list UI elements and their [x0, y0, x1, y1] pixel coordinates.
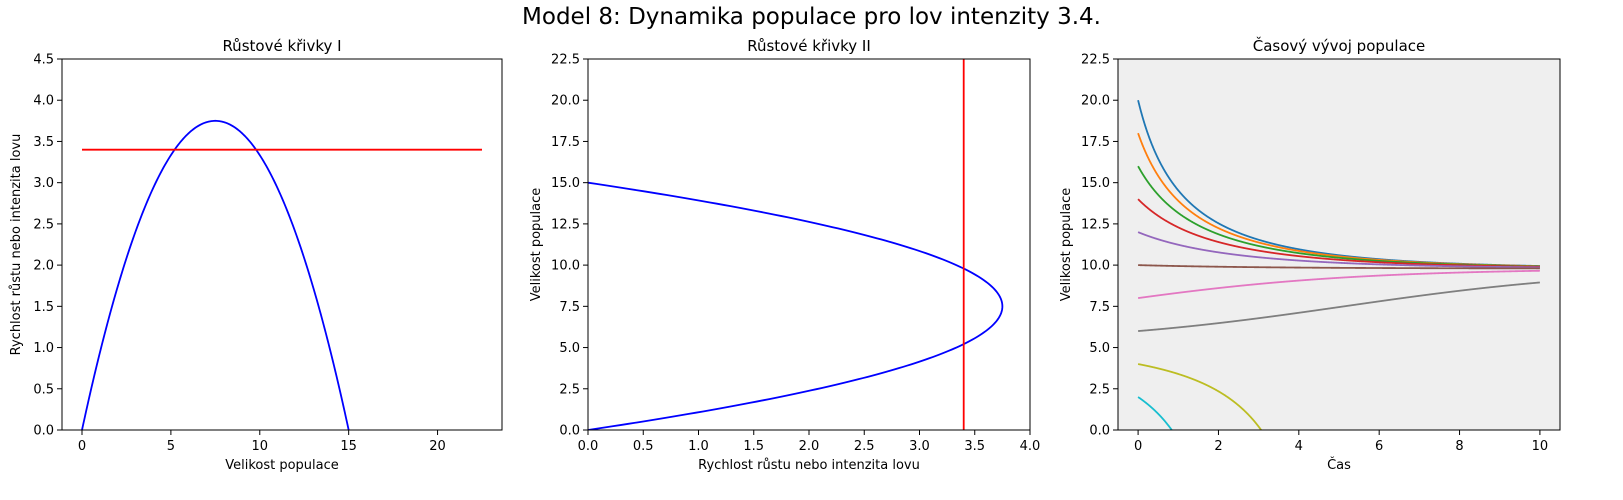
y-tick-label: 2.5: [33, 217, 54, 232]
x-tick-label: 2: [1214, 439, 1222, 454]
y-tick-label: 17.5: [551, 135, 580, 150]
growth-curve: [588, 181, 1004, 430]
x-tick-label: 2.5: [854, 439, 875, 454]
x-tick-label: 8: [1455, 439, 1463, 454]
chart-title: Růstové křivky I: [222, 37, 341, 55]
y-axis-label: Velikost populace: [1059, 188, 1074, 302]
series-group: [588, 59, 1004, 430]
x-tick-label: 0.5: [633, 439, 654, 454]
series-group: [81, 119, 482, 430]
x-tick-label: 1.0: [688, 439, 709, 454]
chart-title: Růstové křivky II: [747, 37, 871, 55]
y-tick-label: 12.5: [1081, 217, 1110, 232]
x-tick-label: 0.0: [578, 439, 599, 454]
y-axis-label: Rychlost růstu nebo intenzita lovu: [9, 134, 24, 356]
y-tick-label: 10.0: [1081, 259, 1110, 274]
x-axis-label: Rychlost růstu nebo intenzita lovu: [698, 458, 920, 473]
x-tick-label: 4.0: [1020, 439, 1041, 454]
axes-frame: [61, 58, 503, 431]
y-tick-label: 4.0: [33, 94, 54, 109]
y-axis-label: Velikost populace: [529, 188, 544, 302]
y-tick-label: 2.5: [1089, 382, 1110, 397]
y-tick-label: 22.5: [1081, 53, 1110, 68]
x-tick-label: 3.5: [964, 439, 985, 454]
x-tick-label: 20: [429, 439, 446, 454]
chart-title: Časový vývoj populace: [1253, 36, 1426, 55]
chart-panel-3: 0 2 4 6 8 10 0.0 2.5 5.0 7.5 10.0 12.5 15.0 17.5 20.0 2…: [1059, 36, 1561, 473]
x-tick-label: 5: [167, 439, 175, 454]
y-tick-label: 15.0: [1081, 176, 1110, 191]
chart-panel-2: 0.0 0.5 1.0 1.5 2.0 2.5 3.0 3.5 4.0 0.0 2.5 5.0 7.5 1…: [529, 37, 1040, 473]
series-group: [1137, 100, 1541, 430]
plot-area: [1118, 59, 1560, 430]
y-tick-label: 22.5: [551, 53, 580, 68]
trajectory-y0-2: [1137, 396, 1173, 430]
y-tick-label: 3.5: [33, 135, 54, 150]
plot-area: [588, 59, 1030, 430]
y-tick-label: 20.0: [551, 94, 580, 109]
trajectory-y0-12: [1137, 231, 1541, 269]
x-tick-label: 2.0: [799, 439, 820, 454]
trajectory-y0-10: [1137, 264, 1541, 270]
x-tick-label: 6: [1375, 439, 1383, 454]
y-tick-label: 3.0: [33, 176, 54, 191]
axes-frame: [1117, 58, 1561, 431]
y-tick-label: 10.0: [551, 259, 580, 274]
y-tick-label: 0.5: [33, 382, 54, 397]
chart-panel-1: 0 5 10 15 20 0.0 0.5 1.0 1.5 2.0 2.5 3.0 3.5 4.0 4.5 Rů…: [9, 37, 503, 473]
y-tick-label: 20.0: [1081, 94, 1110, 109]
x-tick-label: 10: [1532, 439, 1549, 454]
y-tick-label: 12.5: [551, 217, 580, 232]
y-tick-label: 0.0: [559, 424, 580, 439]
x-tick-label: 4: [1295, 439, 1303, 454]
y-tick-label: 2.5: [559, 382, 580, 397]
trajectory-y0-8: [1137, 269, 1541, 299]
x-tick-label: 0: [78, 439, 86, 454]
plot-area: [62, 59, 502, 430]
y-tick-label: 7.5: [559, 300, 580, 315]
y-tick-label: 1.5: [33, 300, 54, 315]
trajectory-y0-4: [1137, 363, 1263, 430]
figure-suptitle: Model 8: Dynamika populace pro lov inten…: [522, 4, 1101, 30]
x-tick-label: 3.0: [909, 439, 930, 454]
y-tick-label: 5.0: [559, 341, 580, 356]
trajectory-y0-6: [1137, 281, 1541, 332]
trajectory-y0-14: [1137, 198, 1541, 268]
y-tick-label: 0.0: [1089, 424, 1110, 439]
x-tick-label: 0: [1134, 439, 1142, 454]
y-tick-label: 0.0: [33, 424, 54, 439]
y-tick-label: 4.5: [33, 53, 54, 68]
x-tick-label: 1.5: [743, 439, 764, 454]
y-tick-label: 15.0: [551, 176, 580, 191]
y-tick-label: 5.0: [1089, 341, 1110, 356]
x-tick-label: 15: [340, 439, 357, 454]
y-tick-label: 2.0: [33, 259, 54, 274]
x-axis-label: Velikost populace: [225, 458, 339, 473]
x-tick-label: 10: [252, 439, 269, 454]
y-tick-label: 7.5: [1089, 300, 1110, 315]
x-axis-label: Čas: [1327, 457, 1351, 473]
y-tick-label: 1.0: [33, 341, 54, 356]
y-tick-label: 17.5: [1081, 135, 1110, 150]
growth-curve: [81, 119, 350, 430]
